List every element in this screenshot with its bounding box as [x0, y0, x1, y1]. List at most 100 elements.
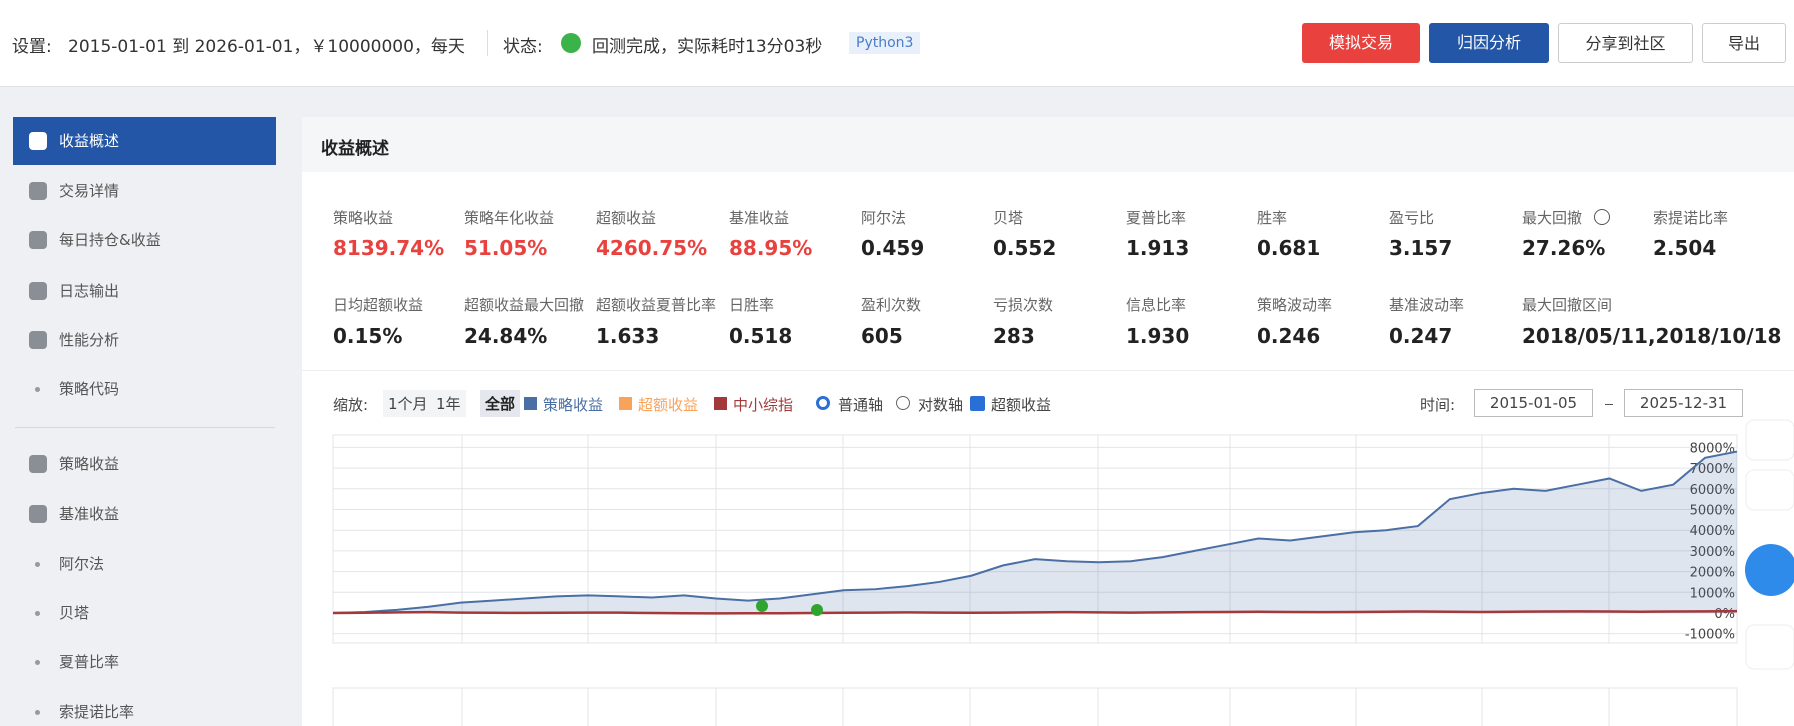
checkbox[interactable]: [970, 396, 985, 411]
metric-label: 基准收益: [729, 209, 790, 227]
metric-label: 策略收益: [333, 209, 394, 227]
tool-button: [1745, 419, 1794, 461]
metric-value: 24.84%: [464, 324, 548, 348]
end-date[interactable]: 2025-12-31: [1624, 389, 1743, 417]
sidebar-item[interactable]: 策略收益: [13, 440, 276, 488]
zoom-option[interactable]: 全部: [480, 390, 521, 417]
sidebar-item[interactable]: 交易详情: [13, 167, 276, 215]
metric-value: 0.681: [1257, 236, 1321, 260]
metric-value: 0.552: [993, 236, 1057, 260]
metric-label: 亏损次数: [993, 296, 1054, 314]
bullet: [35, 611, 40, 616]
legend-label[interactable]: 中小综指: [733, 396, 794, 414]
metric-value: 2.504: [1653, 236, 1717, 260]
status: 回测完成，实际耗时13分03秒: [592, 37, 823, 57]
sidebar-item[interactable]: 性能分析: [13, 316, 276, 364]
sidebar-item[interactable]: 基准收益: [13, 490, 276, 538]
metric-label: 最大回撤: [1522, 209, 1583, 227]
metric-value: 0.459: [861, 236, 925, 260]
y-tick-label: 8000%: [1690, 441, 1735, 456]
sidebar-item[interactable]: 策略代码: [13, 365, 276, 413]
panel-title: 收益概述: [321, 139, 389, 159]
metric-value: 88.95%: [729, 236, 813, 260]
settings: 2015-01-01 到 2026-01-01，￥10000000，每天: [68, 37, 465, 57]
y-tick-label: 6000%: [1690, 483, 1735, 498]
metric-value: 8139.74%: [333, 236, 445, 260]
metric-label: 超额收益夏普比率: [596, 296, 717, 314]
metric-label: 索提诺比率: [1653, 209, 1729, 227]
tool-button: [1745, 624, 1794, 670]
metric-value: 4260.75%: [596, 236, 708, 260]
plot-frame: [332, 434, 1738, 644]
metric-label: 日胜率: [729, 296, 775, 314]
bullet: [35, 710, 40, 715]
metric-value: 0.518: [729, 324, 793, 348]
legend-label[interactable]: 策略收益: [543, 396, 604, 414]
legend-swatch: [714, 397, 727, 410]
radio[interactable]: [896, 396, 910, 410]
event-marker: [756, 600, 768, 612]
sidebar-item[interactable]: 夏普比率: [13, 638, 276, 686]
metric-value: 0.247: [1389, 324, 1453, 348]
sidebar-item[interactable]: 每日持仓&收益: [13, 216, 276, 264]
y-tick-label: -1000%: [1685, 628, 1735, 643]
y-tick-label: 7000%: [1690, 462, 1735, 477]
y-tick-label: 3000%: [1690, 545, 1735, 560]
divider: [15, 427, 275, 428]
bullet: [35, 387, 40, 392]
button[interactable]: 模拟交易: [1302, 23, 1420, 63]
zoom-label: 缩放:: [333, 396, 369, 414]
metric-label: 策略年化收益: [464, 209, 555, 227]
metric-value: 0.246: [1257, 324, 1321, 348]
radio[interactable]: [816, 396, 830, 410]
button[interactable]: 导出: [1702, 23, 1786, 63]
legend-label[interactable]: 超额收益: [638, 396, 699, 414]
metric-label: 日均超额收益: [333, 296, 424, 314]
status-label: 状态:: [503, 37, 543, 57]
axis-option[interactable]: 普通轴: [838, 396, 884, 414]
metric-value: 2018/05/11,2018/10/18: [1522, 324, 1782, 348]
icon: [29, 182, 47, 200]
axis-option[interactable]: 对数轴: [918, 396, 964, 414]
metric-label: 胜率: [1257, 209, 1288, 227]
bullet: [35, 562, 40, 567]
icon: [29, 331, 47, 349]
icon: [29, 455, 47, 473]
metric-value: 605: [861, 324, 903, 348]
top-bar: 设置: 2015-01-01 到 2026-01-01，￥10000000，每天 状…: [0, 0, 1794, 87]
metric-value: 1.913: [1126, 236, 1190, 260]
time-label: 时间:: [1420, 396, 1456, 414]
divider: [487, 30, 488, 56]
icon: [29, 132, 47, 150]
assistant-button: [1745, 544, 1794, 596]
button[interactable]: 分享到社区: [1558, 23, 1693, 63]
y-tick-label: 1000%: [1690, 586, 1735, 601]
sidebar-item[interactable]: 收益概述: [13, 117, 276, 165]
zoom-option[interactable]: 1个月: [383, 390, 433, 417]
button[interactable]: 归因分析: [1429, 23, 1549, 63]
settings-label: 设置:: [12, 37, 52, 57]
metric-label: 超额收益最大回撤: [464, 296, 585, 314]
metric-label: 盈亏比: [1389, 209, 1435, 227]
y-tick-label: 4000%: [1690, 524, 1735, 539]
metric-label: 阿尔法: [861, 209, 907, 227]
language-tag: Python3: [849, 32, 921, 54]
zoom-option[interactable]: 1年: [431, 390, 466, 417]
sidebar-item[interactable]: 索提诺比率: [13, 688, 276, 726]
metric-value: 0.15%: [333, 324, 403, 348]
sidebar-item[interactable]: 阿尔法: [13, 540, 276, 588]
event-marker: [811, 604, 823, 616]
sidebar-item[interactable]: 贝塔: [13, 589, 276, 637]
series-line: [332, 450, 1738, 614]
sidebar-item[interactable]: 日志输出: [13, 267, 276, 315]
panel: 收益概述 策略收益 8139.74% 策略年化收益 51.05% 超额收益 4260.75%…: [302, 117, 1794, 726]
help-icon: [1594, 209, 1610, 225]
metric-value: 1.633: [596, 324, 660, 348]
metric-label: 夏普比率: [1126, 209, 1187, 227]
metric-label: 策略波动率: [1257, 296, 1333, 314]
metric-label: 超额收益: [596, 209, 657, 227]
excess-toggle[interactable]: 超额收益: [991, 396, 1052, 414]
start-date[interactable]: 2015-01-05: [1474, 389, 1593, 417]
metric-value: 27.26%: [1522, 236, 1606, 260]
